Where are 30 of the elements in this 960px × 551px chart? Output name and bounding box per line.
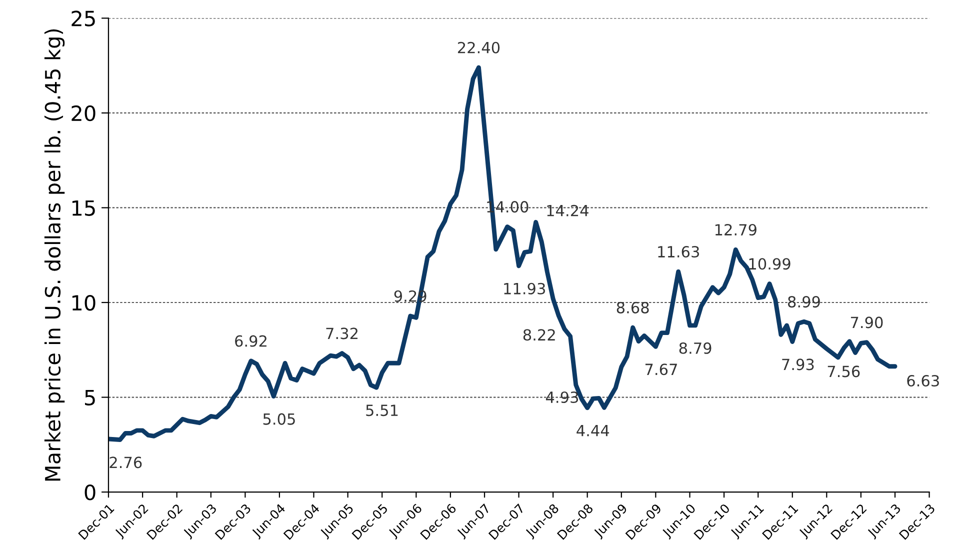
- annotation: 8.99: [788, 296, 820, 308]
- annotation: 8.22: [523, 329, 555, 341]
- annotation: 6.63: [907, 374, 939, 387]
- annotation: 7.90: [850, 316, 883, 328]
- annotation: 12.79: [715, 224, 756, 236]
- y-axis-title: Market price in U.S. dollars per lb. (0.45 kg): [44, 29, 65, 481]
- y-tick-label: 25: [72, 10, 95, 26]
- annotation: 5.05: [263, 413, 295, 425]
- annotation: 6.92: [235, 335, 266, 347]
- y-tick-label: 20: [72, 105, 96, 122]
- annotation: 5.51: [366, 404, 398, 416]
- y-tick-label: 10: [72, 294, 96, 311]
- annotation: 11.93: [504, 282, 545, 294]
- y-tick-label: 5: [85, 390, 95, 406]
- annotation: 14.24: [547, 204, 588, 216]
- annotation: 7.93: [782, 358, 814, 370]
- annotation: 22.40: [458, 42, 500, 54]
- annotation: 4.93: [546, 391, 578, 404]
- annotation: 8.68: [616, 302, 649, 314]
- annotation: 7.32: [326, 328, 358, 340]
- y-tick-label: 15: [72, 200, 95, 216]
- annotation: 2.76: [110, 456, 142, 468]
- annotation: 4.44: [576, 425, 610, 436]
- annotation: 10.99: [749, 258, 790, 270]
- annotation: 7.56: [828, 366, 860, 378]
- annotation: 7.67: [645, 364, 677, 376]
- annotation: 11.63: [658, 246, 699, 258]
- line-series: [108, 65, 898, 442]
- annotation: 8.79: [679, 342, 712, 354]
- y-tick-label: 0: [84, 484, 96, 500]
